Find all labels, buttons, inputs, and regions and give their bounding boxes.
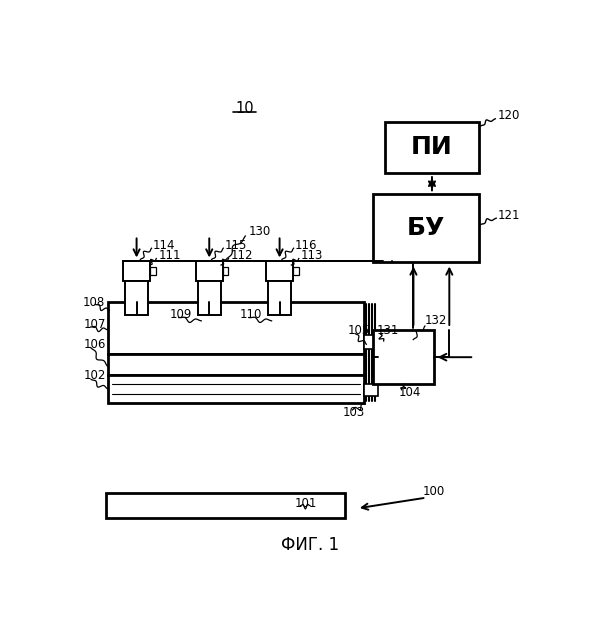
Bar: [364, 335, 378, 349]
Text: 101: 101: [295, 497, 318, 509]
Bar: [125, 281, 148, 315]
Bar: [195, 261, 223, 281]
Bar: [364, 384, 378, 396]
Text: БУ: БУ: [407, 216, 445, 240]
Bar: [373, 195, 479, 262]
Text: 114: 114: [153, 239, 175, 252]
Bar: [108, 354, 364, 375]
Bar: [123, 261, 150, 281]
Text: 107: 107: [84, 317, 106, 331]
Text: 112: 112: [231, 249, 253, 262]
Bar: [223, 268, 229, 275]
Bar: [373, 330, 434, 384]
Text: 116: 116: [295, 239, 318, 252]
Bar: [269, 281, 291, 315]
Text: 111: 111: [159, 249, 182, 262]
Text: 108: 108: [83, 296, 105, 308]
Text: 130: 130: [249, 225, 272, 238]
Text: 115: 115: [224, 239, 247, 252]
Text: 106: 106: [84, 338, 106, 351]
Text: 120: 120: [497, 109, 520, 122]
Text: 121: 121: [497, 209, 520, 222]
Text: 102: 102: [84, 369, 106, 382]
Text: 100: 100: [422, 484, 445, 497]
Text: 110: 110: [240, 308, 262, 321]
Text: 103: 103: [343, 406, 365, 419]
Bar: [106, 493, 345, 518]
Text: 131: 131: [377, 324, 399, 337]
Bar: [198, 281, 220, 315]
Bar: [150, 268, 156, 275]
Text: ПИ: ПИ: [411, 136, 453, 159]
Text: 132: 132: [425, 314, 447, 327]
Text: ФИГ. 1: ФИГ. 1: [281, 536, 339, 554]
Bar: [108, 302, 364, 354]
Bar: [266, 261, 293, 281]
Text: 105: 105: [347, 324, 370, 337]
Text: 10: 10: [235, 101, 253, 116]
Text: 109: 109: [169, 308, 192, 321]
Bar: [385, 122, 479, 173]
Text: 113: 113: [301, 249, 324, 262]
Bar: [108, 375, 364, 403]
Bar: [293, 268, 299, 275]
Text: 104: 104: [399, 386, 422, 399]
